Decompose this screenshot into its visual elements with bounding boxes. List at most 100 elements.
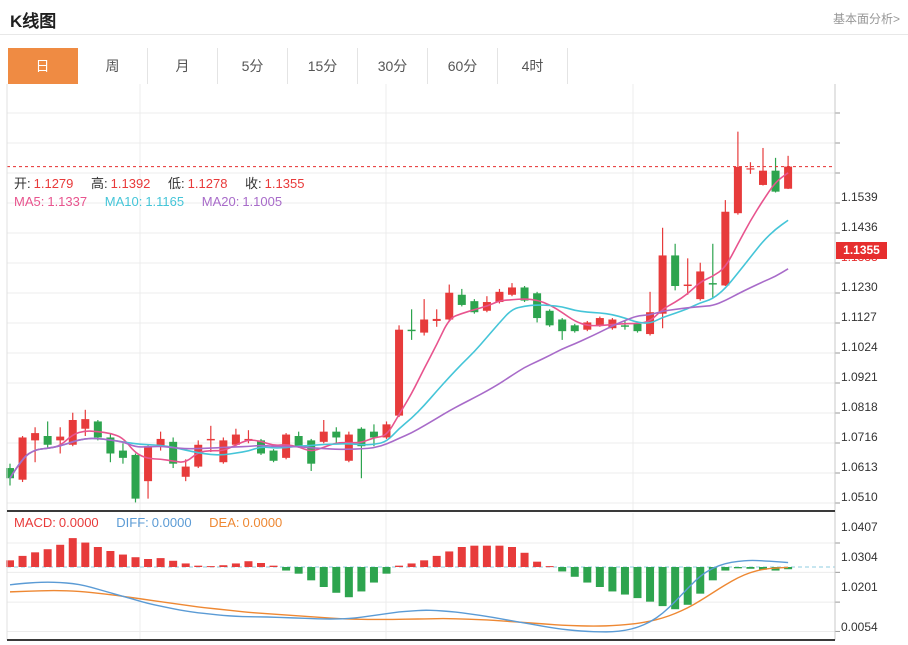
chart-area[interactable]: 开: 1.1279 高: 1.1392 低: 1.1278 收: 1.1355 MA5:… — [0, 84, 908, 645]
macd-bar — [369, 567, 378, 583]
macd-bar — [294, 567, 303, 574]
macd-bar — [131, 557, 140, 567]
macd-bar — [457, 547, 466, 567]
macd-value: 0.0000 — [58, 515, 99, 530]
macd-bar — [545, 566, 554, 568]
macd-bar — [558, 567, 567, 572]
macd-bar — [319, 567, 328, 587]
close-value: 1.1355 — [264, 176, 305, 191]
candle-body — [194, 444, 203, 467]
macd-bar — [169, 560, 178, 567]
macd-bar — [696, 567, 705, 594]
ma20-value: 1.1005 — [242, 194, 283, 209]
macd-bar — [407, 563, 416, 567]
candle-body — [294, 436, 303, 447]
high-label: 高: — [91, 176, 108, 191]
ma20-label: MA20: — [201, 194, 240, 209]
macd-bar — [18, 555, 27, 567]
dea-line — [9, 566, 789, 627]
tab-日[interactable]: 日 — [8, 48, 78, 84]
macd-tick-label: 0.0054 — [841, 620, 878, 634]
candle-body — [508, 287, 516, 295]
candle-body — [106, 437, 115, 454]
macd-bar — [595, 567, 604, 587]
candle-body — [206, 438, 215, 441]
candle-body — [683, 284, 692, 287]
macd-bar — [520, 552, 529, 567]
macd-bar — [708, 567, 717, 581]
macd-bar — [106, 551, 115, 567]
high-value: 1.1392 — [110, 176, 151, 191]
macd-bar — [93, 547, 102, 567]
candle-body — [771, 170, 780, 192]
macd-bar — [646, 567, 655, 602]
candle-body — [382, 424, 391, 438]
macd-bar — [633, 567, 642, 599]
fundamental-analysis-link[interactable]: 基本面分析> — [832, 12, 900, 26]
macd-bar — [257, 563, 265, 567]
tab-30分[interactable]: 30分 — [358, 48, 428, 84]
candle-body — [56, 436, 65, 441]
macd-bar — [671, 567, 680, 610]
close-label: 收: — [245, 176, 262, 191]
candle-body — [457, 294, 466, 305]
candle-body — [583, 322, 592, 330]
price-tick-label: 1.1024 — [841, 340, 878, 354]
candle-body — [344, 434, 353, 461]
price-tick-label: 1.0201 — [841, 580, 878, 594]
kline-chart-canvas[interactable] — [0, 84, 908, 645]
candle-body — [633, 323, 642, 332]
macd-bar — [482, 545, 491, 567]
macd-bar — [495, 545, 504, 567]
period-tabs: 日周月 5分 15分 30分 60分 4时 — [8, 48, 568, 84]
tab-4时[interactable]: 4时 — [498, 48, 568, 84]
candle-body — [81, 419, 90, 429]
macd-bar — [733, 567, 742, 569]
macd-bar — [683, 567, 692, 605]
current-price-badge: 1.1355 — [836, 241, 887, 259]
tab-月[interactable]: 月 — [148, 48, 218, 84]
candle-body — [746, 168, 755, 170]
low-value: 1.1278 — [187, 176, 228, 191]
tab-周[interactable]: 周 — [78, 48, 148, 84]
candle-body — [18, 437, 27, 480]
macd-bar — [721, 567, 730, 571]
low-label: 低: — [168, 176, 185, 191]
tab-60分[interactable]: 60分 — [428, 48, 498, 84]
candle-body — [307, 440, 316, 464]
price-tick-label: 1.0613 — [841, 460, 878, 474]
price-tick-label: 1.1436 — [841, 220, 878, 234]
macd-bar — [269, 565, 278, 567]
macd-bar — [6, 560, 14, 567]
candle-body — [131, 454, 140, 499]
macd-bar — [43, 549, 52, 567]
candle-body — [420, 319, 429, 333]
macd-bar — [231, 563, 240, 567]
price-tick-label: 1.0304 — [841, 550, 878, 564]
candle-body — [445, 292, 454, 320]
ma5-value: 1.1337 — [47, 194, 88, 209]
candle-body — [68, 419, 77, 445]
candle-body — [520, 287, 529, 301]
candle-body — [118, 450, 127, 458]
candle-body — [558, 319, 567, 332]
tab-5分[interactable]: 5分 — [218, 48, 288, 84]
candle-body — [369, 431, 378, 438]
macd-bar — [658, 567, 667, 607]
macd-bar — [432, 555, 441, 567]
candle-body — [671, 255, 680, 287]
candle-body — [495, 291, 504, 303]
macd-bar — [68, 538, 77, 567]
ma10-label: MA10: — [104, 194, 143, 209]
macd-bar — [508, 547, 516, 567]
macd-bar — [307, 567, 316, 581]
macd-bar — [395, 565, 404, 567]
macd-legend: MACD: 0.0000 DIFF: 0.0000 DEA: 0.0000 — [14, 515, 285, 530]
dea-value: 0.0000 — [242, 515, 283, 530]
ma10-line — [9, 219, 789, 479]
price-tick-label: 1.1127 — [841, 310, 877, 324]
macd-bar — [759, 567, 767, 570]
diff-label: DIFF: — [116, 515, 149, 530]
candle-body — [219, 440, 228, 463]
tab-15分[interactable]: 15分 — [288, 48, 358, 84]
